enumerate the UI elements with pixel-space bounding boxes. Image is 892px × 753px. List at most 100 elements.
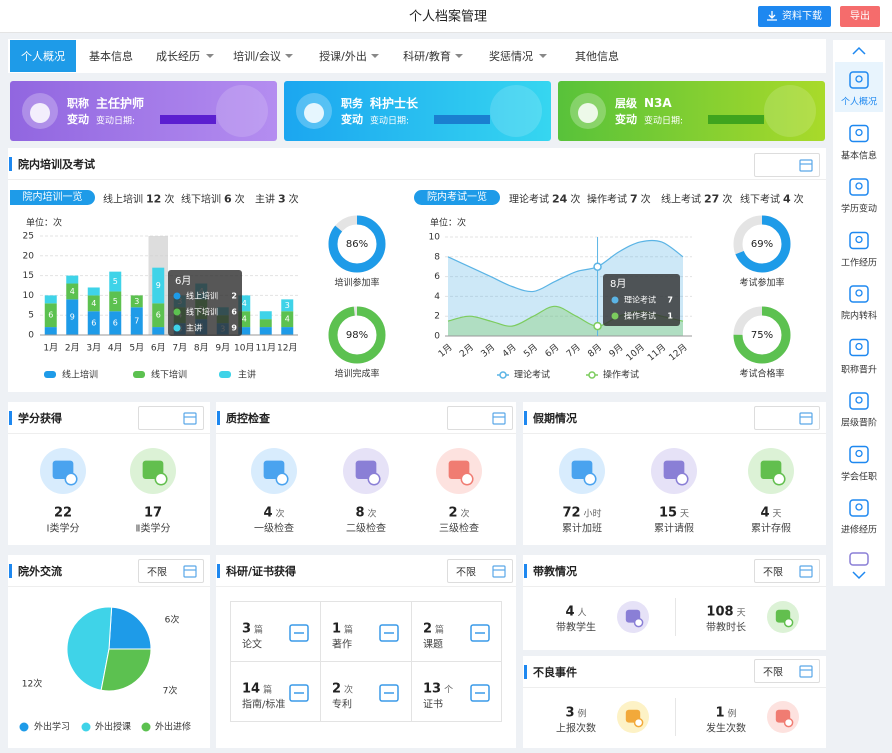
filter-box[interactable] (447, 559, 513, 583)
filter-box[interactable] (447, 406, 513, 430)
panel-title: 假期情况 (533, 412, 577, 425)
unit: 次 (367, 509, 377, 520)
stat-label: 理论考试 (509, 194, 549, 206)
filter-label: 不限 (763, 567, 783, 579)
divider (8, 586, 210, 587)
tab[interactable]: 科研/教育 (403, 50, 451, 63)
stat-label: 主讲 (255, 194, 275, 206)
sidebar-item[interactable]: 层级晋阶 (840, 418, 878, 429)
item-label: 指南/标准 (242, 699, 286, 711)
button-label: 导出 (850, 11, 870, 22)
divider (8, 179, 826, 180)
title-bar (9, 411, 12, 425)
sidebar-item[interactable]: 职称晋升 (840, 365, 878, 375)
card-value: 主任护师 (96, 96, 145, 111)
outside-panel (8, 555, 210, 748)
item-label: 累计存假 (751, 523, 791, 535)
item-value: 22 (54, 502, 72, 521)
stat: 线下考试 4 次 (740, 191, 804, 206)
download-button[interactable]: 资料下载 (758, 6, 831, 27)
sidebar-item[interactable]: 学历变动 (840, 204, 878, 215)
item-label: 一级检查 (254, 523, 294, 535)
stat-unit: 次 (164, 194, 175, 206)
page-title: 个人档案管理 (408, 9, 488, 25)
tab-active (10, 40, 76, 72)
title-bar (9, 564, 12, 578)
panel-title: 科研/证书获得 (226, 565, 297, 578)
redacted-date (708, 115, 764, 124)
grid-rule (320, 601, 321, 722)
title-bar (524, 665, 527, 679)
item-value: 17 (144, 502, 162, 521)
card-sub: 变动 (67, 113, 89, 126)
filter-box[interactable] (754, 659, 820, 683)
stat-unit: 次 (570, 194, 581, 206)
sidebar-item[interactable]: 学会任职 (840, 472, 878, 482)
tab-pill[interactable]: 院内考试一览 (414, 190, 500, 205)
filter-box[interactable] (754, 153, 820, 177)
tab[interactable]: 基本信息 (89, 50, 133, 63)
value: 8 (355, 505, 365, 521)
tab[interactable]: 个人概况 (21, 50, 65, 63)
value: 3 (565, 705, 575, 721)
stat-value: 27 (704, 192, 720, 206)
stat-value: 3 (278, 192, 286, 206)
sidebar-item[interactable]: 基本信息 (840, 151, 878, 161)
item-value: 72 小时 (562, 502, 601, 521)
filter-box[interactable] (754, 559, 820, 583)
value: 1 (332, 621, 342, 637)
item-label: 带教时长 (706, 622, 746, 634)
item-label: Ⅱ类学分 (135, 523, 171, 535)
panel-title: 质控检查 (226, 412, 270, 425)
divider (523, 433, 826, 434)
stat-label: 线上培训 (103, 194, 143, 206)
filter-box[interactable] (138, 559, 204, 583)
stat-value: 12 (146, 192, 162, 206)
tab[interactable]: 奖惩情况 (489, 50, 533, 63)
filter-box[interactable] (138, 406, 204, 430)
panel-title: 带教情况 (533, 565, 577, 578)
export-button[interactable]: 导出 (840, 6, 880, 27)
tab-pill[interactable]: 院内培训一览 (10, 190, 95, 205)
value: 22 (53, 505, 73, 521)
tab[interactable]: 培训/会议 (233, 50, 281, 63)
item-value: 13 个 (423, 678, 453, 697)
sidebar-item[interactable]: 进修经历 (840, 525, 878, 536)
value: 14 (242, 681, 261, 697)
filter-box[interactable] (754, 406, 820, 430)
stat-unit: 次 (288, 194, 299, 206)
training-panel (8, 148, 826, 392)
sidebar-item[interactable]: 工作经历 (840, 258, 878, 268)
sidebar-item[interactable]: 个人概况 (840, 97, 878, 108)
value: 2 (332, 681, 342, 697)
title-bar (217, 411, 220, 425)
tab[interactable]: 其他信息 (575, 50, 619, 63)
value: 1 (715, 705, 725, 721)
tab[interactable]: 成长经历 (156, 50, 200, 63)
card-label: 层级 (615, 97, 637, 110)
unit: 人 (577, 608, 587, 619)
redacted-date (434, 115, 490, 124)
unit: 次 (275, 509, 285, 520)
item-label: 发生次数 (706, 723, 746, 735)
stat-value: 24 (552, 192, 568, 206)
filter-label: 不限 (147, 567, 167, 579)
sidebar-item[interactable]: 院内转科 (840, 311, 878, 322)
title-bar (524, 411, 527, 425)
stat: 理论考试 24 次 (509, 191, 580, 206)
divider (216, 433, 516, 434)
unit: 次 (460, 509, 470, 520)
value: 72 (562, 505, 581, 521)
unit: 小时 (583, 509, 602, 520)
unit: 个 (444, 685, 454, 696)
divider (523, 586, 826, 587)
card-date-label: 变动日期: (370, 116, 410, 127)
tab[interactable]: 授课/外出 (319, 50, 367, 63)
